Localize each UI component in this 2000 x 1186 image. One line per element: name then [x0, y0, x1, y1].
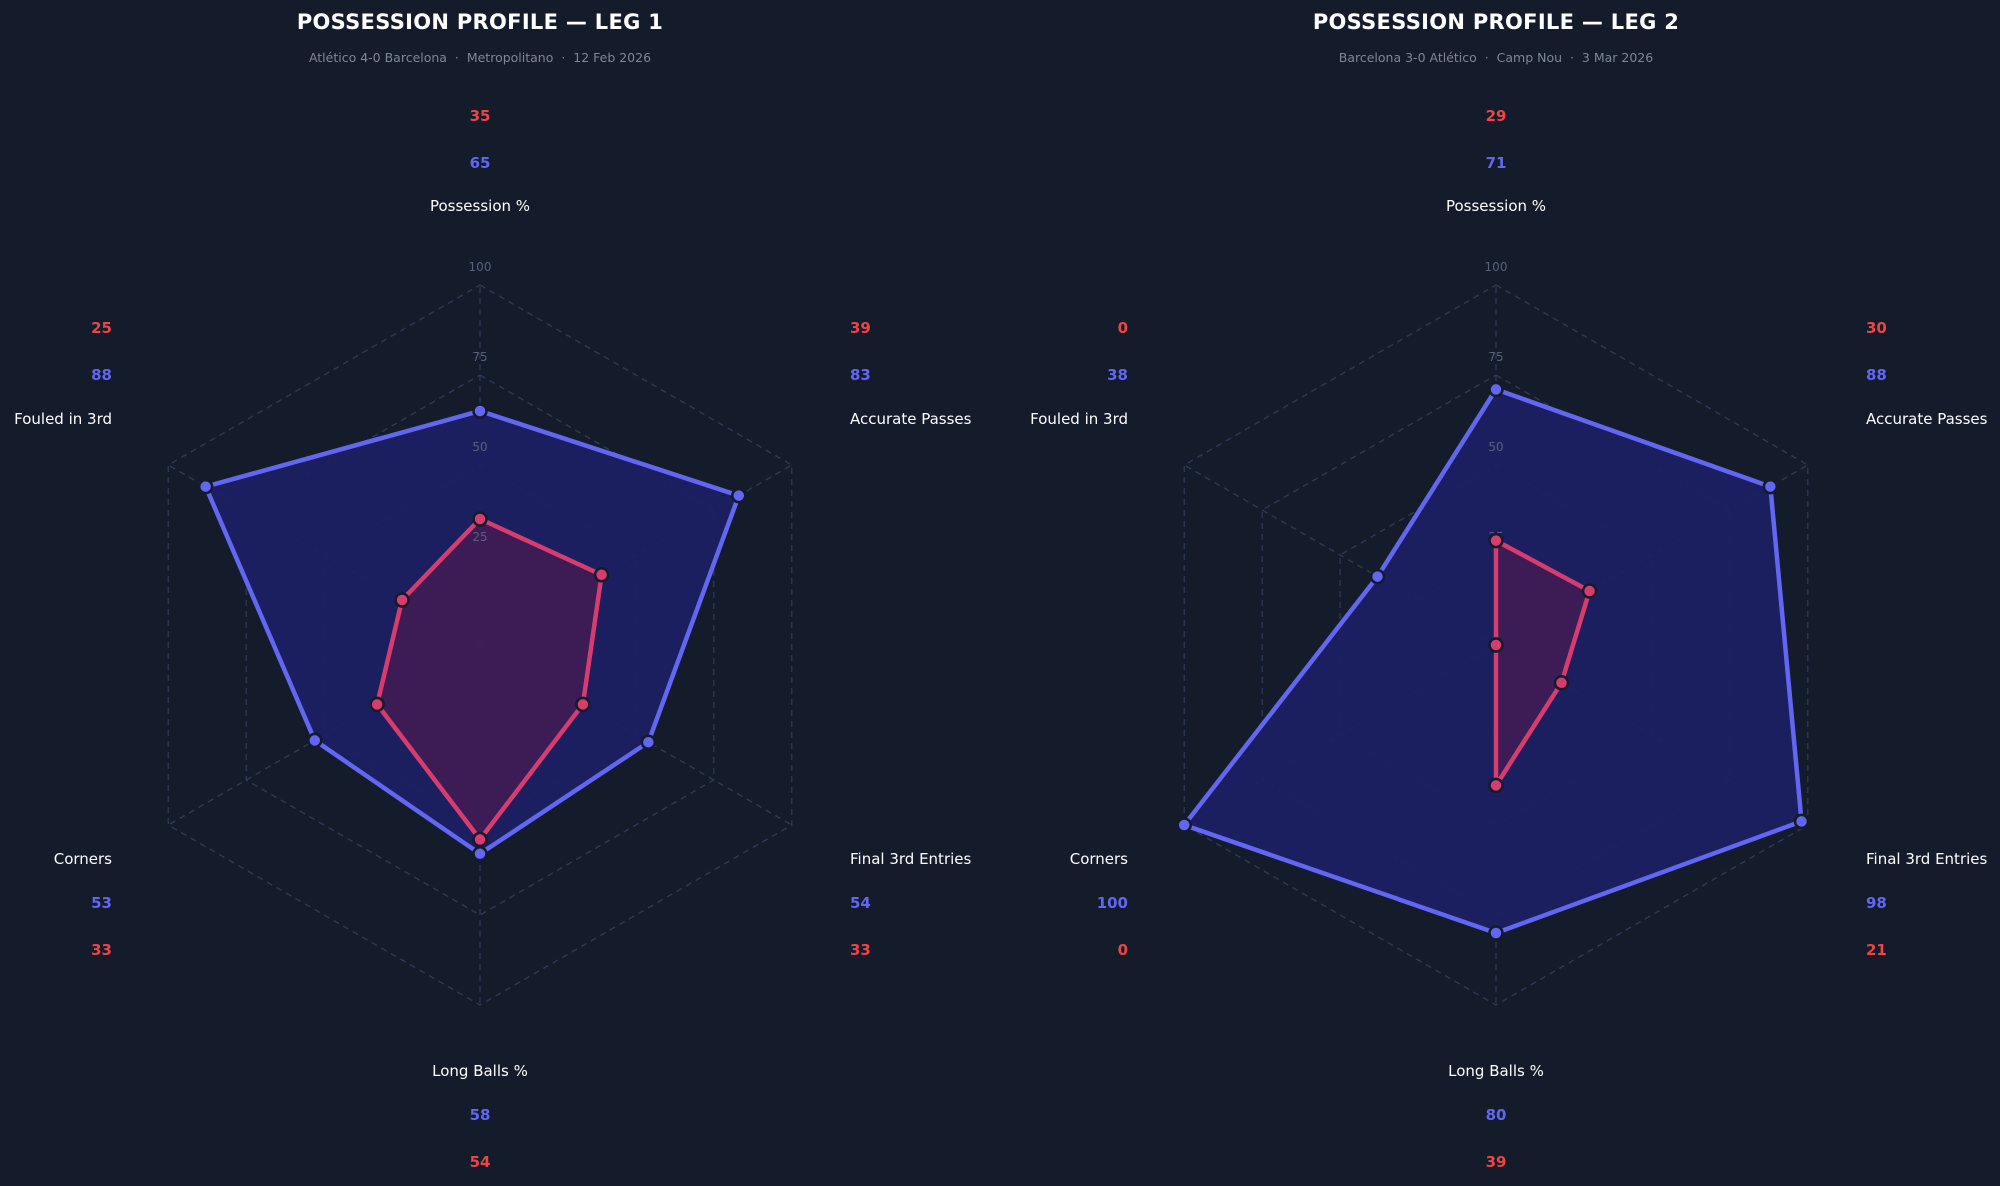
grid-ring: [1183, 284, 1809, 1006]
ring-tick-label: 50: [472, 440, 487, 454]
data-point-barcelona: [307, 732, 323, 749]
data-point-barcelona: [197, 478, 214, 495]
axis-label: Accurate Passes: [1866, 410, 1988, 428]
value-label-atlético: 0: [1118, 941, 1128, 959]
value-label-barcelona: 98: [1866, 894, 1887, 912]
data-point-atlético: [472, 511, 488, 527]
data-point-atlético: [1581, 583, 1598, 599]
leg1-subtitle: Atlético 4-0 Barcelona · Metropolitano ·…: [308, 50, 652, 65]
data-point-atlético: [593, 567, 610, 583]
data-point-barcelona: [1488, 381, 1504, 398]
data-point-barcelona: [1488, 925, 1504, 941]
value-label-atlético: 33: [850, 941, 871, 959]
value-label-barcelona: 38: [1107, 366, 1128, 384]
axis-label: Corners: [1070, 850, 1128, 868]
value-label-barcelona: 53: [91, 894, 112, 912]
data-point-atlético: [1488, 777, 1504, 794]
data-point-barcelona: [731, 487, 747, 504]
value-label-atlético: 33: [91, 941, 112, 959]
data-point-atlético: [1488, 637, 1504, 653]
axis-label: Long Balls %: [432, 1062, 528, 1080]
ring-tick-label: 50: [1488, 440, 1503, 454]
value-label-barcelona: 100: [1097, 894, 1128, 912]
data-point-atlético: [369, 696, 385, 713]
leg2-panel: POSSESSION PROFILE — LEG 2 Barcelona 3-0…: [1000, 0, 2000, 1186]
value-label-atlético: 29: [1486, 107, 1507, 125]
value-label-barcelona: 65: [470, 154, 491, 172]
series-area-barcelona: [1180, 386, 1804, 936]
axis-label: Accurate Passes: [850, 410, 972, 428]
value-label-atlético: 39: [850, 319, 871, 337]
data-point-atlético: [472, 831, 488, 848]
series-area-atlético: [1493, 536, 1593, 794]
value-label-atlético: 35: [470, 107, 491, 125]
data-point-barcelona: [640, 734, 657, 750]
value-label-atlético: 39: [1486, 1153, 1507, 1171]
axis-label: Long Balls %: [1448, 1062, 1544, 1080]
leg1-title: POSSESSION PROFILE — LEG 1: [296, 10, 664, 34]
leg1-panel: POSSESSION PROFILE — LEG 1 Atlético 4-0 …: [14, 10, 972, 1171]
data-point-barcelona: [472, 403, 488, 419]
value-label-atlético: 54: [470, 1153, 491, 1171]
value-label-barcelona: 88: [1866, 366, 1887, 384]
ring-tick-label: 75: [472, 350, 487, 364]
ring-tick-label: 100: [469, 260, 492, 274]
value-label-atlético: 25: [91, 319, 112, 337]
data-point-barcelona: [472, 846, 488, 862]
leg2-subtitle: Barcelona 3-0 Atlético · Camp Nou · 3 Ma…: [1338, 50, 1654, 65]
data-point-barcelona: [1369, 568, 1386, 585]
leg1-radar-chart: 25 50 75 100 Possession % 65 35 Accurate Passes…: [14, 107, 972, 1171]
value-label-barcelona: 83: [850, 366, 871, 384]
value-label-atlético: 21: [1866, 941, 1887, 959]
grid-ring: [167, 284, 793, 1006]
axis-label: Possession %: [430, 197, 530, 215]
data-point-atlético: [1488, 532, 1504, 549]
axis-label: Fouled in 3rd: [14, 410, 112, 428]
ring-tick-label: 100: [1485, 260, 1508, 274]
data-point-atlético: [394, 592, 410, 608]
value-label-atlético: 30: [1866, 319, 1887, 337]
axis-label: Possession %: [1446, 197, 1546, 215]
value-label-barcelona: 54: [850, 894, 871, 912]
ring-tick-label: 25: [472, 530, 487, 544]
data-point-atlético: [1553, 675, 1570, 691]
axis-label: Final 3rd Entries: [1866, 850, 1988, 868]
data-point-barcelona: [1793, 813, 1810, 830]
axis-label: Final 3rd Entries: [850, 850, 972, 868]
value-label-barcelona: 71: [1486, 154, 1507, 172]
data-point-atlético: [575, 696, 591, 713]
axis-label: Fouled in 3rd: [1030, 410, 1128, 428]
data-point-barcelona: [1176, 817, 1192, 833]
value-label-barcelona: 80: [1486, 1106, 1507, 1124]
leg2-title: POSSESSION PROFILE — LEG 2: [1312, 10, 1680, 34]
value-label-atlético: 0: [1118, 319, 1128, 337]
value-label-barcelona: 58: [470, 1106, 491, 1124]
axis-label: Corners: [54, 850, 112, 868]
value-label-barcelona: 88: [91, 366, 112, 384]
data-point-barcelona: [1762, 478, 1779, 495]
ring-tick-label: 75: [1488, 350, 1503, 364]
